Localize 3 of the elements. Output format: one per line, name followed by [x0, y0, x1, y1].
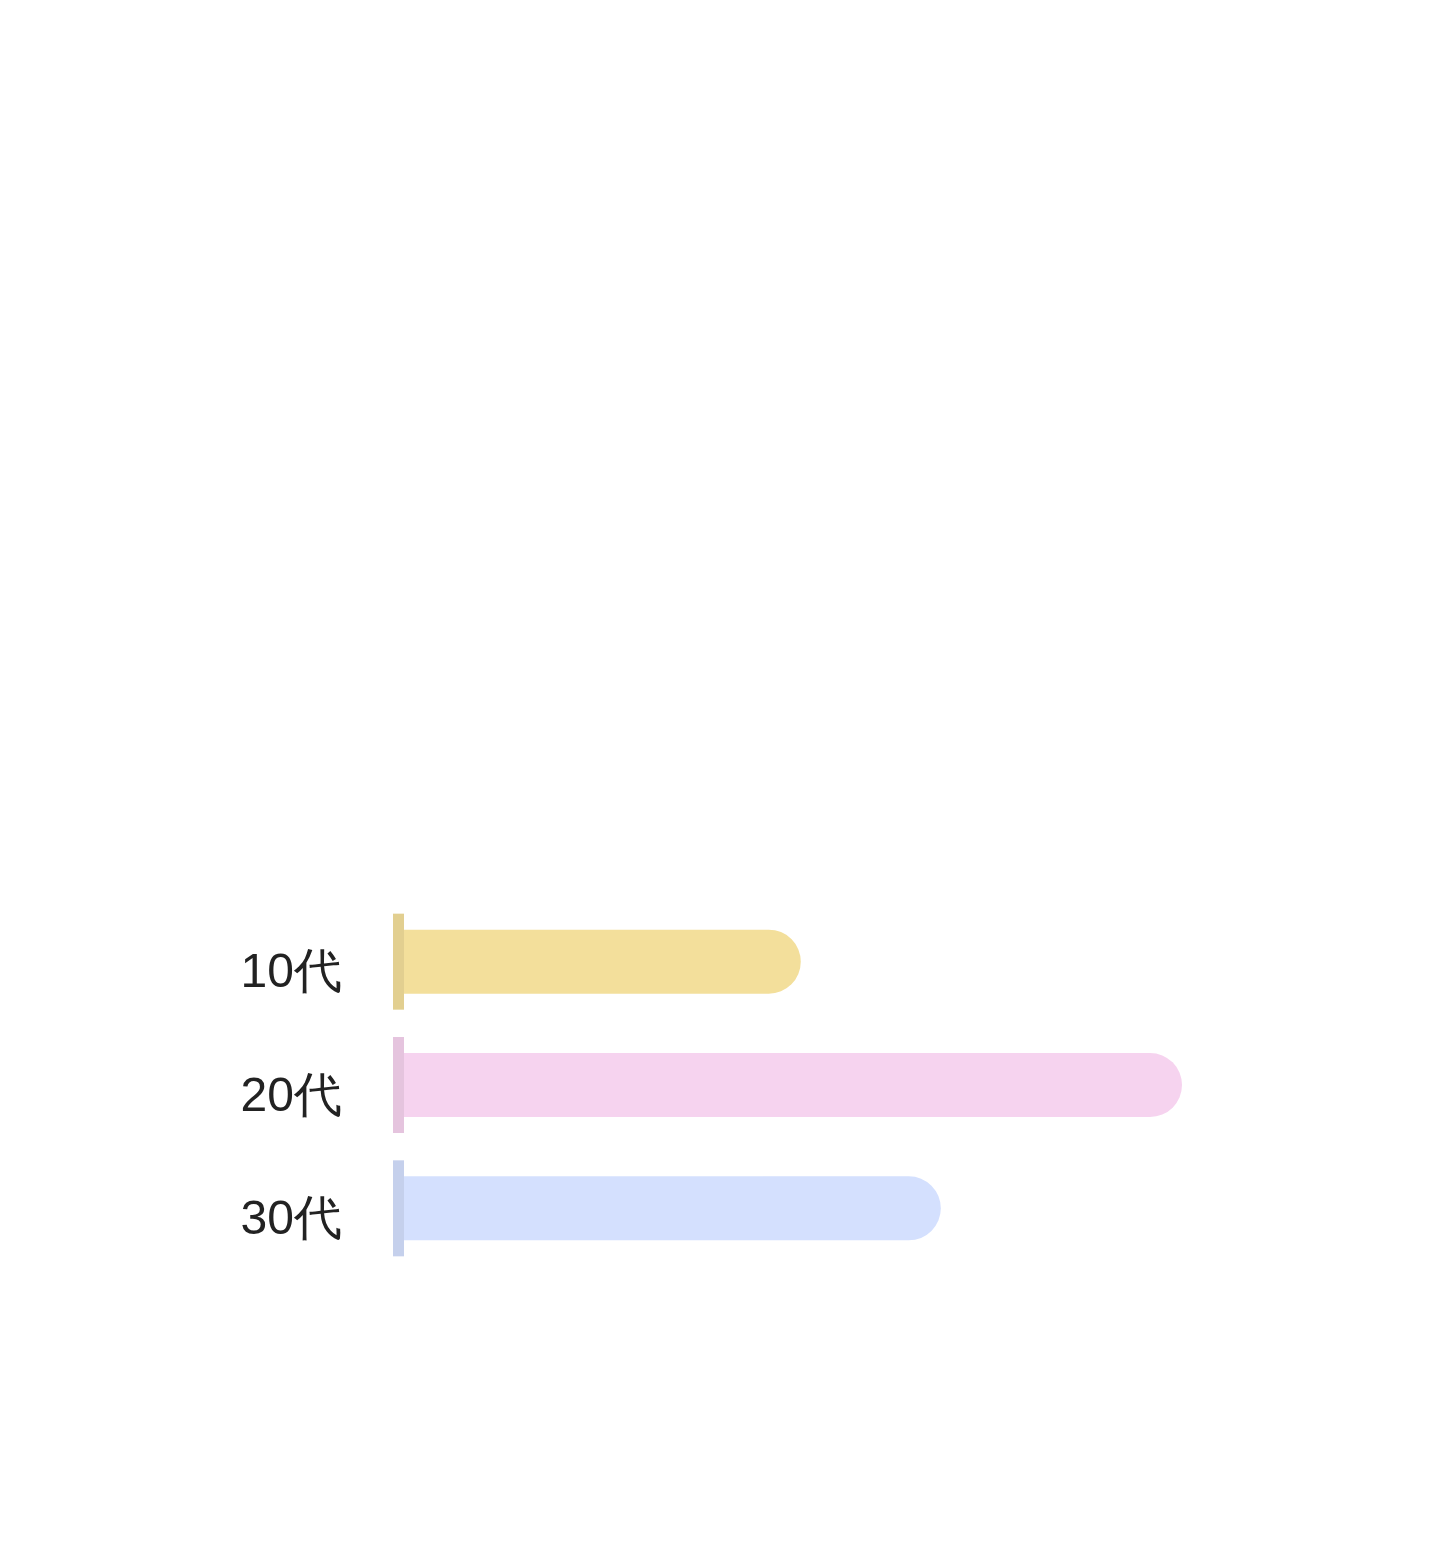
y-tick-label: 30代 [240, 1190, 342, 1244]
y-tick-label: 20代 [240, 1067, 342, 1121]
y-tick-label: 10代 [240, 944, 342, 998]
